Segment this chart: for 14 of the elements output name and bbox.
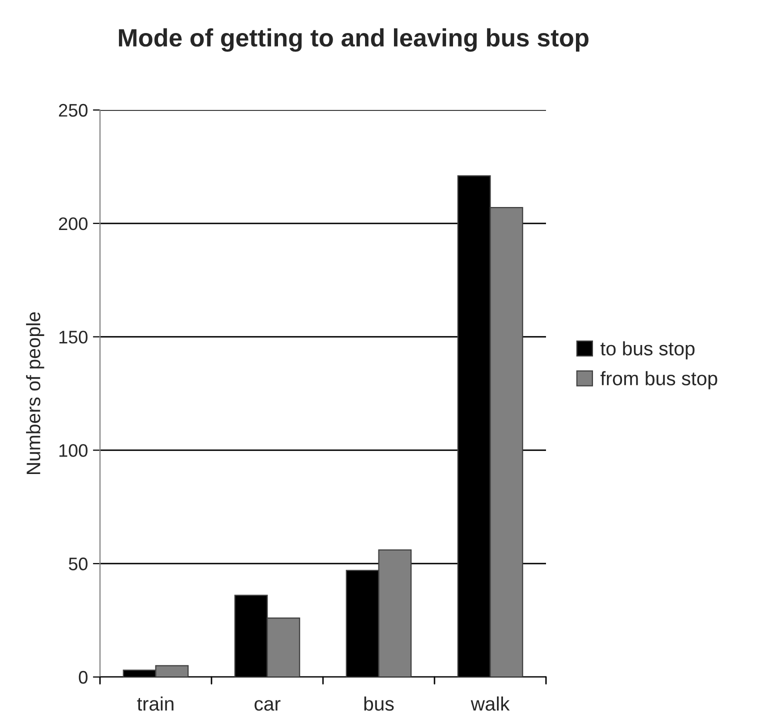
chart-title: Mode of getting to and leaving bus stop (118, 28, 588, 52)
y-axis-title: Numbers of people (26, 312, 44, 474)
x-tick-label: car (254, 700, 280, 711)
legend-label: to bus stop (600, 341, 695, 360)
y-tick-label: 50 (68, 558, 88, 570)
x-tick-label: train (137, 696, 174, 711)
y-tick-label: 250 (58, 104, 88, 117)
y-tick-label: 0 (78, 670, 88, 684)
x-tick-label: walk (470, 696, 510, 711)
x-tick-label: bus (364, 696, 394, 711)
legend-label: from bus stop (600, 371, 718, 390)
y-tick-label: 100 (59, 444, 88, 457)
y-tick-label: 200 (58, 217, 88, 230)
y-tick-label: 150 (59, 330, 88, 344)
